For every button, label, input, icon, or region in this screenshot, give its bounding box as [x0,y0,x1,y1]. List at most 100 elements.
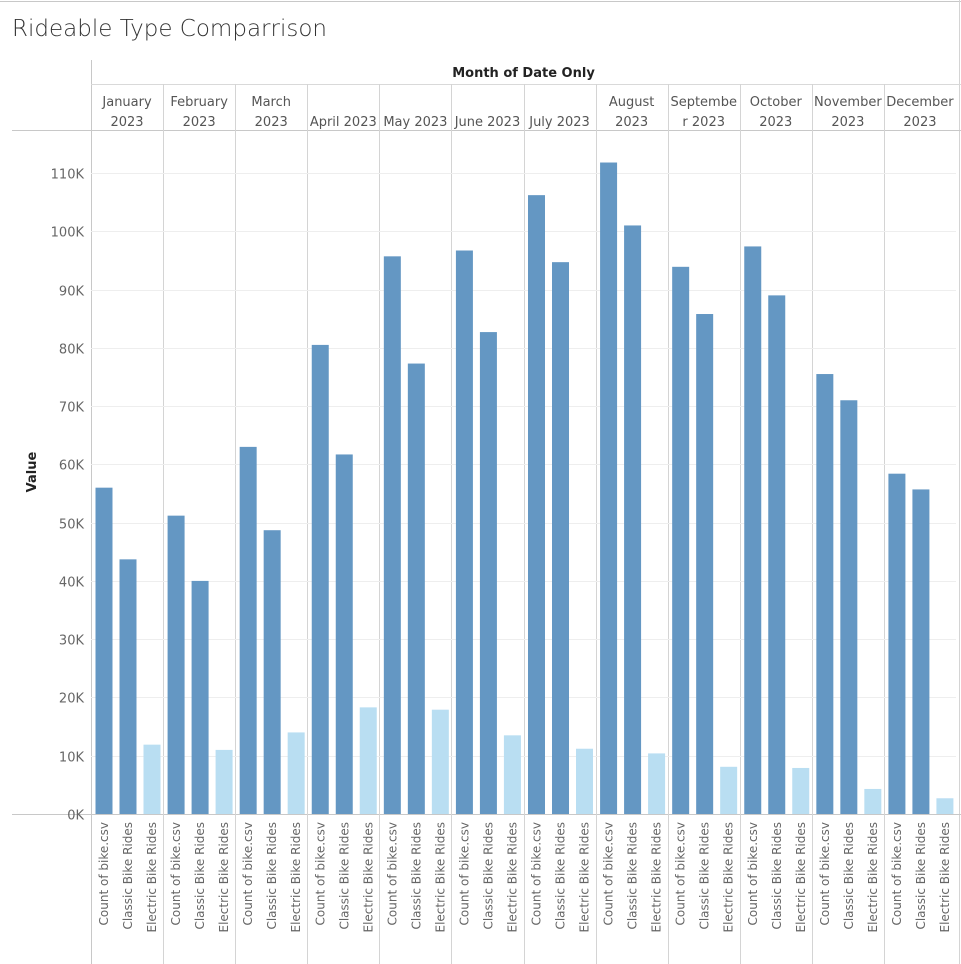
bar [407,363,425,814]
category-label: Electric Bike Rides [722,822,736,933]
category-label: Count of bike.csv [241,822,255,925]
bar [191,580,209,814]
y-tick-label: 0K [67,809,84,824]
y-tick-label: 10K [59,751,85,766]
category-label: Classic Bike Rides [481,822,495,930]
bar [479,332,497,814]
category-label: Classic Bike Rides [770,822,784,930]
month-label: 2023 [183,115,216,130]
category-label: Electric Bike Rides [145,822,159,933]
bar [528,195,545,815]
category-label: Electric Bike Rides [578,822,592,933]
month-label: 2023 [903,115,936,130]
bar [672,266,690,814]
bar [864,788,882,814]
category-label: Count of bike.csv [457,822,471,925]
category-label: Count of bike.csv [97,822,111,925]
month-label: February [170,95,228,110]
bar [455,250,473,814]
month-label: March [251,95,291,110]
y-tick-label: 70K [59,401,85,416]
bar [576,748,593,814]
month-label: 2023 [110,115,143,130]
category-label: Electric Bike Rides [361,822,375,933]
y-tick-label: 80K [59,343,85,358]
category-label: Count of bike.csv [818,822,832,925]
category-label: Classic Bike Rides [409,822,423,930]
month-label: January [101,95,152,110]
category-label: Electric Bike Rides [217,822,231,933]
bar [600,162,618,814]
y-tick-label: 40K [59,576,85,591]
bar [431,709,449,814]
bar [143,744,161,814]
category-label: Electric Bike Rides [650,822,664,933]
category-label: Classic Bike Rides [193,822,207,930]
bar [287,732,305,814]
month-label: October [750,95,803,110]
month-label: Septembe [670,95,737,110]
category-label: Count of bike.csv [602,822,616,925]
bar [95,487,113,814]
category-label: Count of bike.csv [746,822,760,925]
month-label: July 2023 [528,115,590,130]
month-label: r 2023 [682,115,725,130]
bar [167,515,185,814]
y-tick-label: 30K [59,634,85,649]
month-label: June 2023 [454,115,521,130]
category-label: Electric Bike Rides [505,822,519,933]
category-label: Classic Bike Rides [698,822,712,930]
bar [720,766,738,814]
category-label: Electric Bike Rides [794,822,808,933]
category-label: Classic Bike Rides [337,822,351,930]
category-label: Electric Bike Rides [866,822,880,933]
bar [768,295,786,814]
bar [912,489,930,814]
chart-title: Rideable Type Comparrison [12,16,327,42]
bar [335,454,353,814]
bar [888,473,906,814]
bar [359,707,377,814]
bar [119,559,137,814]
bar [792,767,810,814]
category-label: Classic Bike Rides [121,822,135,930]
category-label: Classic Bike Rides [554,822,568,930]
y-tick-label: 60K [59,459,85,474]
category-label: Classic Bike Rides [914,822,928,930]
month-label: 2023 [255,115,288,130]
category-label: Electric Bike Rides [938,822,952,933]
category-label: Electric Bike Rides [289,822,303,933]
bar [624,225,642,815]
bars [95,162,954,815]
category-label: Count of bike.csv [385,822,399,925]
category-label: Electric Bike Rides [433,822,447,933]
month-label: December [886,95,954,110]
category-label: Classic Bike Rides [626,822,640,930]
month-label: 2023 [615,115,648,130]
month-label: November [814,95,882,110]
category-label: Count of bike.csv [890,822,904,925]
bar [816,374,834,814]
category-label: Count of bike.csv [169,822,183,925]
bar [383,256,401,815]
column-header: Month of Date Only [452,66,595,81]
bar [503,735,521,814]
month-label: 2023 [759,115,792,130]
bar [744,246,762,814]
month-headers: January 2023 February 2023 March 2023 April 20… [101,95,954,130]
category-labels: Count of bike.csv Classic Bike Rides Elect… [97,822,952,933]
bar [311,344,329,814]
bar [648,753,666,814]
month-label: 2023 [831,115,864,130]
month-label: May 2023 [383,115,447,130]
y-tick-label: 110K [51,168,85,183]
y-tick-label: 50K [59,518,85,533]
bar [696,314,714,814]
bar [263,530,281,814]
category-label: Count of bike.csv [674,822,688,925]
category-label: Count of bike.csv [530,822,544,925]
month-label: April 2023 [310,115,377,130]
category-label: Classic Bike Rides [265,822,279,930]
y-tick-label: 100K [51,226,85,241]
